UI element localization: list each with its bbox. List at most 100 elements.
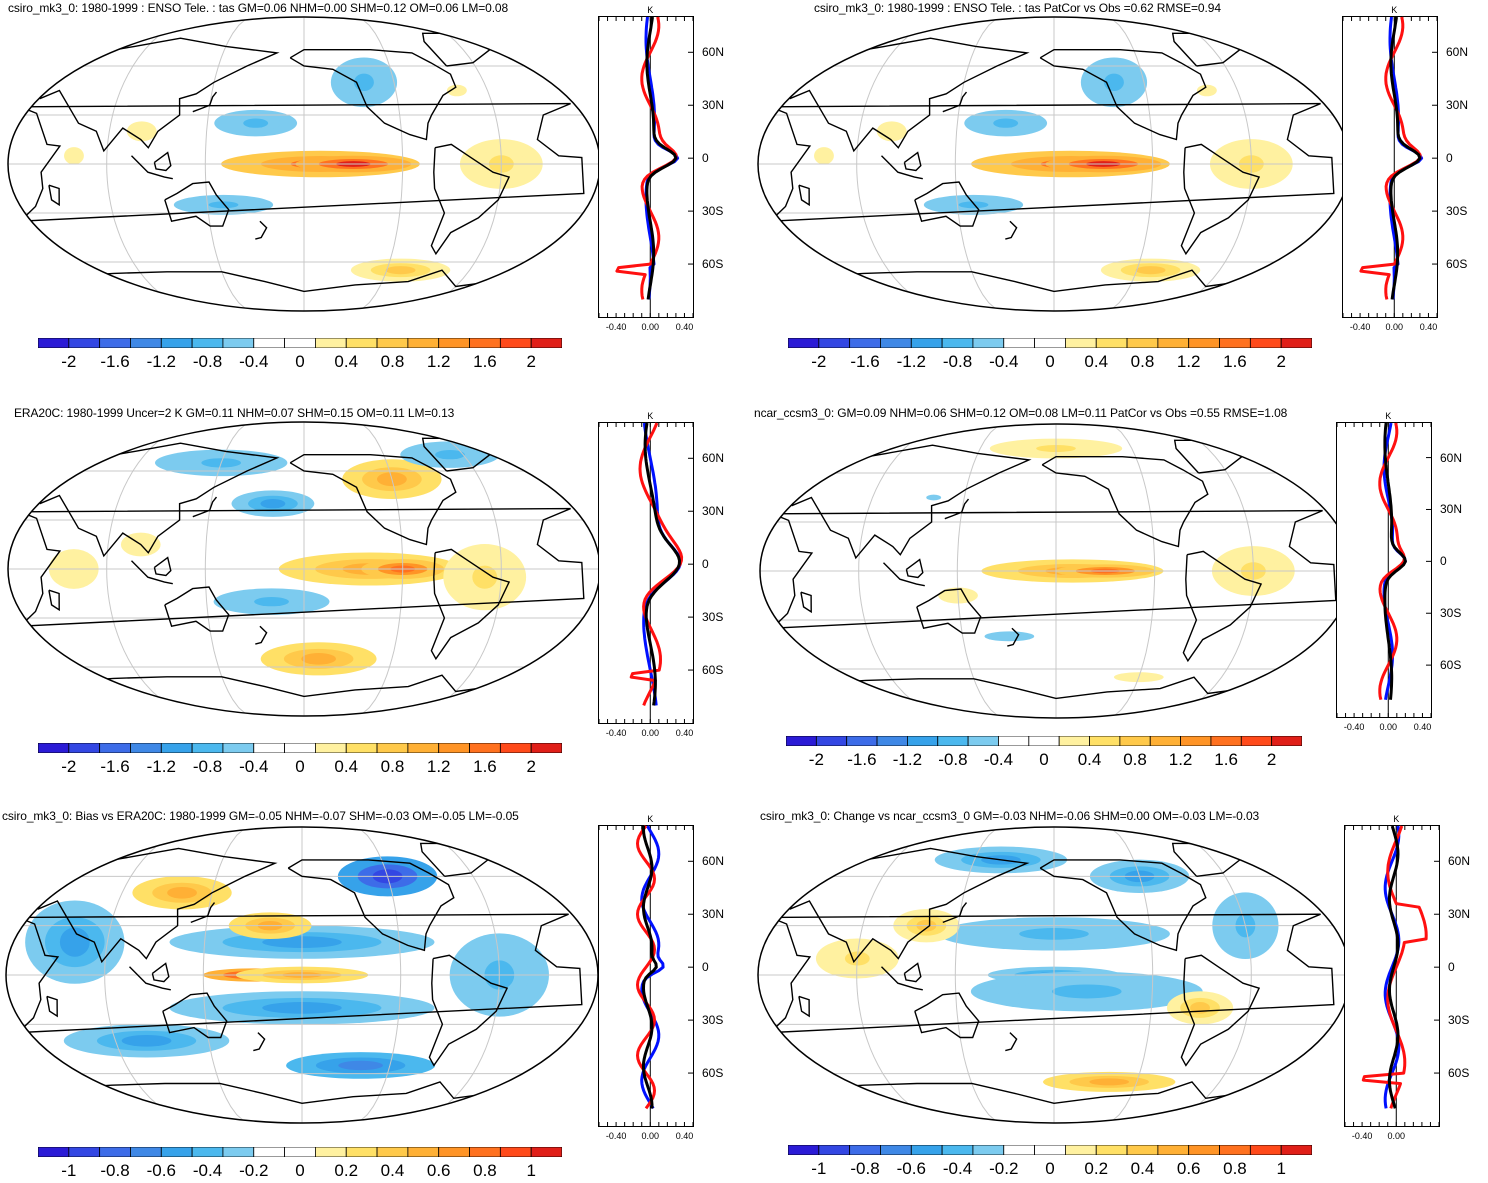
coastline: [63, 269, 545, 293]
colorbar-swatch: [1058, 736, 1090, 746]
colorbar-label: -1.6: [100, 352, 130, 371]
colorbar-label: -0.4: [983, 750, 1014, 769]
coastline: [942, 91, 968, 113]
gridline-meridian: [858, 424, 945, 718]
colorbar-swatch: [253, 743, 285, 753]
zonal-unit: K: [647, 5, 654, 15]
colorbar-swatch: [1157, 1145, 1190, 1155]
colorbar-swatch: [130, 743, 162, 753]
zonal-line-diff: [1389, 16, 1422, 300]
gridline-meridian: [106, 17, 193, 311]
colorbar-swatch: [907, 736, 939, 746]
colorbar-swatch: [469, 338, 501, 348]
colorbar: [38, 743, 562, 753]
lat-label: 60N: [1440, 450, 1463, 465]
anomaly-patch-peak: [884, 125, 900, 138]
coastline: [131, 155, 173, 180]
panel-title: ERA20C: 1980-1999 Uncer=2 K GM=0.11 NHM=…: [14, 406, 455, 420]
colorbar-swatch: [1219, 1145, 1251, 1155]
colorbar-swatch: [407, 743, 440, 753]
panel-bias: csiro_mk3_0: Bias vs ERA20C: 1980-1999 G…: [0, 805, 744, 1181]
panel-title: csiro_mk3_0: 1980-1999 : ENSO Tele. : ta…: [8, 1, 509, 15]
colorbar-label: -2: [811, 352, 827, 371]
lat-label: 60N: [702, 854, 725, 869]
zonal-unit: K: [1393, 814, 1400, 824]
coastline: [289, 454, 457, 546]
colorbar-label: 0.8: [1123, 750, 1147, 769]
colorbar-swatch: [937, 736, 969, 746]
colorbar-swatch: [222, 1147, 255, 1157]
colorbar-label: -0.2: [239, 1161, 269, 1180]
zonal-unit: K: [647, 814, 654, 824]
x-tick-label: 0.00: [1385, 322, 1404, 332]
colorbar: [38, 1147, 562, 1157]
panel-enso-model: csiro_mk3_0: 1980-1999 : ENSO Tele. : ta…: [0, 0, 744, 390]
colorbar-label: 0: [1045, 1159, 1055, 1178]
zonal-mean-plot: [1336, 422, 1432, 718]
lat-label: 30N: [1440, 502, 1463, 517]
colorbar-label: 2: [526, 757, 536, 776]
colorbar-swatch: [160, 338, 193, 348]
coastline: [164, 181, 230, 227]
colorbar-swatch: [345, 338, 378, 348]
colorbar-swatch: [1119, 736, 1151, 746]
colorbar-swatch: [191, 338, 224, 348]
coastline: [1005, 220, 1018, 240]
lat-label: 30N: [702, 504, 725, 519]
colorbar-swatch: [284, 338, 316, 348]
colorbar-label: -1: [811, 1159, 827, 1178]
zonal-mean-plot: [1342, 16, 1438, 318]
colorbar-swatch: [849, 338, 881, 348]
colorbar-swatch: [284, 1147, 316, 1157]
gridline-meridian: [413, 827, 500, 1123]
panel-title: csiro_mk3_0: 1980-1999 : ENSO Tele. : ta…: [814, 1, 1221, 15]
colorbar-swatch: [998, 736, 1030, 746]
colorbar-swatch: [99, 743, 131, 753]
coastline: [881, 155, 923, 180]
colorbar-swatch: [284, 743, 316, 753]
colorbar-label: -1.2: [896, 352, 926, 371]
colorbar-labels: -2 -1.6 -1.2 -0.8 -0.4 0 0.4 0.8 1.2 1.6 2: [38, 352, 562, 374]
x-tick-label: 0.00: [641, 322, 660, 332]
coastline: [190, 902, 216, 924]
colorbar-swatch: [786, 736, 817, 746]
colorbar-swatch: [1280, 1145, 1312, 1155]
colorbar-swatch: [438, 743, 470, 753]
colorbar-label: 1.2: [426, 352, 451, 371]
colorbar-label: 2: [526, 352, 536, 371]
coastline: [129, 966, 171, 991]
x-tick-label: 0.00: [1387, 1131, 1406, 1141]
gridline-meridian: [1165, 827, 1252, 1123]
anomaly-patch-peak: [1196, 84, 1217, 97]
colorbar-swatch: [191, 743, 224, 753]
colorbar-swatch: [222, 338, 255, 348]
coastline: [881, 966, 923, 991]
x-tick-label: 0.40: [675, 728, 694, 738]
colorbar-label: 0.4: [334, 352, 359, 371]
colorbar-swatch: [941, 1145, 974, 1155]
panel-ncar: ncar_ccsm3_0: GM=0.09 NHM=0.06 SHM=0.12 …: [744, 400, 1488, 790]
colorbar-label: -1.2: [892, 750, 923, 769]
colorbar-swatch: [160, 743, 193, 753]
colorbar-swatch: [191, 1147, 224, 1157]
anomaly-patch-peak: [814, 147, 834, 165]
colorbar-swatch: [99, 1147, 131, 1157]
colorbar-label: 0.4: [1084, 352, 1109, 371]
colorbar-swatch: [1149, 736, 1181, 746]
colorbar-swatch: [1249, 1145, 1282, 1155]
x-tick-label: 0.40: [1413, 722, 1432, 732]
coastline: [153, 556, 172, 577]
colorbar-labels: -2 -1.6 -1.2 -0.8 -0.4 0 0.4 0.8 1.2 1.6 2: [788, 352, 1312, 374]
panel-enso-patcor: csiro_mk3_0: 1980-1999 : ENSO Tele. : ta…: [744, 0, 1488, 390]
colorbar-label: 0: [1039, 750, 1049, 769]
anomaly-patch-peak: [993, 118, 1019, 128]
colorbar-swatch: [99, 338, 131, 348]
colorbar-label: -0.4: [239, 352, 269, 371]
coastline: [192, 91, 218, 113]
coastline: [151, 962, 170, 983]
zonal-mean-plot: [1344, 825, 1440, 1127]
colorbar-swatch: [910, 1145, 943, 1155]
zonal-mean-plot: [598, 16, 694, 318]
colorbar-swatch: [1003, 338, 1035, 348]
colorbar-swatch: [1188, 1145, 1220, 1155]
